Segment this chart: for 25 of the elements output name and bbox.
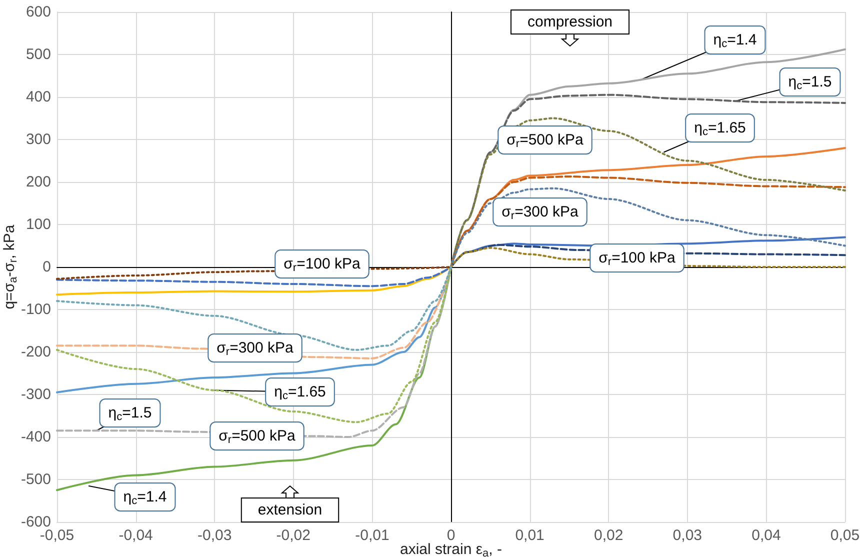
x-tick-label: 0,01 (515, 527, 544, 544)
x-tick-label: -0,02 (276, 527, 310, 544)
x-tick-label: 0,04 (752, 527, 781, 544)
x-tick-label: -0,03 (198, 527, 232, 544)
y-tick-label: 100 (26, 216, 51, 233)
y-tick-label: -500 (20, 471, 51, 488)
y-axis-title: q=σa-σr, kPa (1, 224, 20, 310)
annotation: extension (258, 502, 322, 518)
annotation: compression (527, 14, 613, 30)
y-tick-label: 600 (26, 4, 51, 20)
x-tick-label: 0 (446, 527, 456, 544)
x-tick-label: -0,04 (118, 527, 153, 544)
x-tick-label: 0,05 (830, 527, 860, 544)
y-tick-label: 300 (26, 131, 51, 148)
y-tick-label: 500 (26, 46, 51, 63)
x-tick-label: 0,02 (594, 527, 624, 544)
y-tick-label: -300 (20, 386, 51, 403)
y-tick-label: -200 (20, 344, 51, 360)
y-tick-label: 400 (26, 88, 51, 106)
y-tick-label: 0 (42, 258, 51, 276)
x-tick-label: 0,03 (672, 527, 702, 544)
x-tick-label: -0,01 (355, 527, 390, 544)
y-tick-label: -100 (20, 301, 51, 318)
y-tick-label: 200 (26, 174, 51, 190)
y-tick-label: -400 (20, 428, 51, 446)
